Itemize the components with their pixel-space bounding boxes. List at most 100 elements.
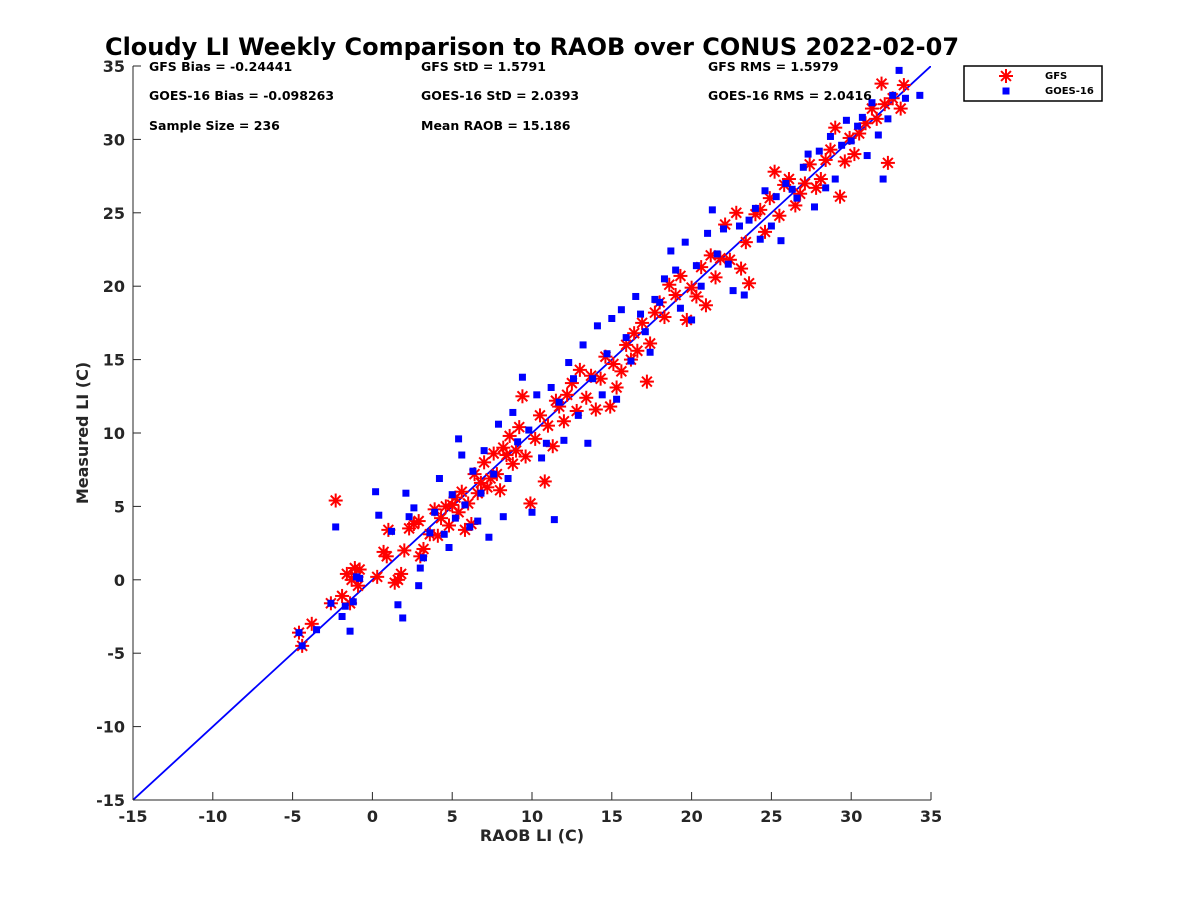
goes16-point bbox=[756, 235, 764, 243]
goes16-point bbox=[724, 260, 732, 268]
goes16-point bbox=[528, 508, 536, 516]
gfs-point bbox=[579, 390, 594, 405]
y-axis-label: Measured LI (C) bbox=[73, 362, 92, 504]
goes16-point bbox=[854, 122, 862, 130]
y-tick-label: 35 bbox=[103, 57, 125, 76]
legend-box bbox=[963, 65, 1103, 102]
goes16-point bbox=[346, 627, 354, 635]
goes16-point bbox=[676, 304, 684, 312]
goes16-point bbox=[440, 530, 448, 538]
y-tick-label: 5 bbox=[114, 497, 125, 516]
goes16-point bbox=[782, 179, 790, 187]
goes16-point bbox=[560, 436, 568, 444]
goes16-point bbox=[804, 150, 812, 158]
goes16-point bbox=[490, 470, 498, 478]
gfs-point bbox=[532, 408, 547, 423]
goes16-point bbox=[660, 275, 668, 283]
goes16-point bbox=[799, 163, 807, 171]
goes16-point bbox=[416, 564, 424, 572]
goes16-point bbox=[494, 420, 502, 428]
goes16-point bbox=[777, 237, 785, 245]
x-tick-label: 30 bbox=[840, 807, 862, 826]
gfs-point bbox=[603, 399, 618, 414]
gfs-point bbox=[833, 189, 848, 204]
goes16-point bbox=[504, 475, 512, 483]
legend: GFS GOES-16 bbox=[963, 65, 1103, 102]
gfs-point bbox=[818, 152, 833, 167]
gfs-point bbox=[880, 155, 895, 170]
goes16-point bbox=[550, 516, 558, 524]
stat-sample-size: Sample Size = 236 bbox=[149, 118, 280, 133]
y-tick: 5 bbox=[114, 497, 141, 516]
x-tick: 25 bbox=[760, 792, 783, 826]
goes16-point bbox=[646, 348, 654, 356]
x-tick-label: -5 bbox=[284, 807, 302, 826]
goes16-point bbox=[613, 395, 621, 403]
y-tick: 20 bbox=[103, 277, 141, 296]
gfs-point bbox=[708, 270, 723, 285]
goes16-point bbox=[426, 529, 434, 537]
goes16-point bbox=[627, 357, 635, 365]
goes16-point bbox=[720, 225, 728, 233]
goes16-point bbox=[608, 314, 616, 322]
goes16-point bbox=[431, 508, 439, 516]
x-tick-label: 20 bbox=[680, 807, 702, 826]
goes16-point bbox=[656, 298, 664, 306]
gfs-point bbox=[729, 205, 744, 220]
goes16-point bbox=[410, 504, 418, 512]
goes16-point bbox=[884, 115, 892, 123]
gfs-point bbox=[809, 180, 824, 195]
goes16-point bbox=[445, 544, 453, 552]
goes16-point bbox=[772, 193, 780, 201]
gfs-point bbox=[370, 569, 385, 584]
goes16-point bbox=[455, 435, 463, 443]
goes16-point bbox=[735, 222, 743, 230]
goes16-point bbox=[842, 116, 850, 124]
goes16-point bbox=[415, 582, 423, 590]
gfs-point bbox=[556, 414, 571, 429]
goes16-point bbox=[584, 439, 592, 447]
gfs-point bbox=[351, 578, 366, 593]
gfs-point bbox=[411, 514, 426, 529]
goes16-point bbox=[402, 489, 410, 497]
x-tick: 10 bbox=[521, 792, 543, 826]
y-tick-label: 0 bbox=[114, 571, 125, 590]
goes16-point bbox=[589, 375, 597, 383]
goes16-point bbox=[477, 489, 485, 497]
goes16-point bbox=[681, 238, 689, 246]
goes16-point bbox=[868, 99, 876, 107]
x-tick: 5 bbox=[447, 792, 458, 826]
y-tick-label: -5 bbox=[107, 644, 125, 663]
x-tick: -15 bbox=[119, 792, 147, 826]
goes16-point bbox=[313, 626, 321, 634]
goes16-point bbox=[372, 488, 380, 496]
gfs-point bbox=[394, 566, 409, 581]
gfs-point bbox=[509, 443, 524, 458]
gfs-point bbox=[397, 543, 412, 558]
goes16-point bbox=[356, 574, 364, 582]
legend-goes16-square bbox=[1002, 87, 1010, 95]
goes16-point bbox=[555, 398, 563, 406]
goes16-point bbox=[461, 501, 469, 509]
goes16-point bbox=[692, 262, 700, 270]
goes16-point bbox=[617, 306, 625, 314]
x-tick-label: 10 bbox=[521, 807, 543, 826]
gfs-point bbox=[442, 518, 457, 533]
goes16-point bbox=[641, 328, 649, 336]
gfs-point bbox=[813, 172, 828, 187]
gfs-point bbox=[515, 389, 530, 404]
x-axis-label: RAOB LI (C) bbox=[480, 826, 584, 845]
gfs-point bbox=[512, 420, 527, 435]
gfs-point bbox=[639, 374, 654, 389]
gfs-point bbox=[502, 428, 517, 443]
x-tick: 35 bbox=[920, 792, 942, 826]
goes16-point bbox=[474, 517, 482, 525]
y-tick-label: 25 bbox=[103, 204, 125, 223]
goes16-point bbox=[499, 513, 507, 521]
x-tick-label: 25 bbox=[760, 807, 782, 826]
goes16-point bbox=[697, 282, 705, 290]
goes16-point bbox=[295, 629, 303, 637]
gfs-point bbox=[893, 101, 908, 116]
stat-mean-raob: Mean RAOB = 15.186 bbox=[421, 118, 571, 133]
